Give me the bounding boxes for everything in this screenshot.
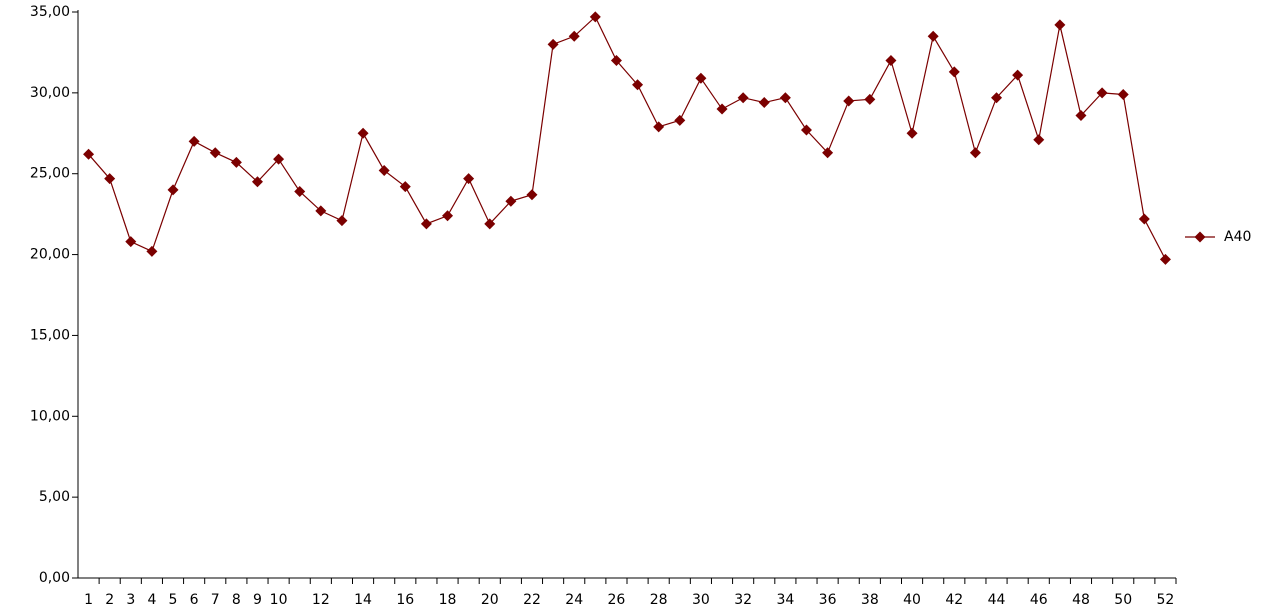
x-tick-label: 9 bbox=[253, 592, 262, 608]
point bbox=[843, 95, 855, 107]
x-tick-label: 52 bbox=[1157, 592, 1175, 608]
y-tick-label: 10,00 bbox=[30, 408, 70, 424]
point bbox=[378, 164, 390, 176]
x-tick-label: 12 bbox=[312, 592, 330, 608]
x-tick-label: 36 bbox=[819, 592, 837, 608]
x-tick-label: 14 bbox=[354, 592, 372, 608]
x-tick-label: 48 bbox=[1072, 592, 1090, 608]
point bbox=[336, 215, 348, 227]
x-tick-label: 44 bbox=[988, 592, 1006, 608]
x-tick-label: 2 bbox=[105, 592, 114, 608]
point bbox=[864, 93, 876, 105]
y-tick-label: 0,00 bbox=[39, 570, 70, 586]
y-tick-label: 35,00 bbox=[30, 4, 70, 20]
point bbox=[1033, 134, 1045, 146]
point bbox=[125, 236, 137, 248]
point bbox=[674, 114, 686, 126]
point bbox=[230, 156, 242, 168]
point bbox=[885, 55, 897, 67]
x-tick-label: 40 bbox=[903, 592, 921, 608]
point bbox=[1159, 253, 1171, 265]
point bbox=[737, 92, 749, 104]
x-tick-label: 28 bbox=[650, 592, 668, 608]
x-tick-label: 34 bbox=[776, 592, 794, 608]
point bbox=[547, 38, 559, 50]
point bbox=[484, 218, 496, 230]
point bbox=[991, 92, 1003, 104]
x-tick-label: 10 bbox=[270, 592, 288, 608]
point bbox=[251, 176, 263, 188]
point bbox=[294, 186, 306, 198]
point bbox=[315, 205, 327, 217]
x-tick-label: 42 bbox=[945, 592, 963, 608]
point bbox=[632, 79, 644, 91]
y-tick-label: 15,00 bbox=[30, 327, 70, 343]
point bbox=[716, 103, 728, 115]
x-tick-label: 8 bbox=[232, 592, 241, 608]
point bbox=[948, 66, 960, 78]
point bbox=[167, 184, 179, 196]
x-tick-label: 38 bbox=[861, 592, 879, 608]
point bbox=[589, 11, 601, 23]
x-tick-label: 46 bbox=[1030, 592, 1048, 608]
x-tick-label: 7 bbox=[211, 592, 220, 608]
legend-label: A40 bbox=[1224, 229, 1251, 245]
point bbox=[758, 97, 770, 109]
y-tick-label: 30,00 bbox=[30, 85, 70, 101]
x-tick-label: 26 bbox=[608, 592, 626, 608]
point bbox=[83, 148, 95, 160]
x-tick-label: 24 bbox=[565, 592, 583, 608]
x-tick-label: 30 bbox=[692, 592, 710, 608]
point bbox=[906, 127, 918, 139]
point bbox=[463, 173, 475, 185]
y-tick-label: 25,00 bbox=[30, 166, 70, 182]
point bbox=[357, 127, 369, 139]
point bbox=[695, 72, 707, 84]
x-tick-label: 20 bbox=[481, 592, 499, 608]
x-tick-label: 32 bbox=[734, 592, 752, 608]
point bbox=[442, 210, 454, 222]
point bbox=[568, 30, 580, 42]
legend-marker bbox=[1194, 231, 1206, 243]
point bbox=[526, 189, 538, 201]
x-tick-label: 22 bbox=[523, 592, 541, 608]
x-tick-label: 18 bbox=[439, 592, 457, 608]
x-tick-label: 16 bbox=[396, 592, 414, 608]
x-tick-label: 3 bbox=[126, 592, 135, 608]
point bbox=[800, 124, 812, 136]
point bbox=[104, 173, 116, 185]
point bbox=[399, 181, 411, 193]
point bbox=[209, 147, 221, 159]
point bbox=[273, 153, 285, 165]
point bbox=[1075, 109, 1087, 121]
point bbox=[927, 30, 939, 42]
point bbox=[188, 135, 200, 147]
point bbox=[779, 92, 791, 104]
point bbox=[1138, 213, 1150, 225]
y-tick-label: 5,00 bbox=[39, 489, 70, 505]
point bbox=[1012, 69, 1024, 81]
point bbox=[1054, 19, 1066, 31]
x-tick-label: 4 bbox=[147, 592, 156, 608]
point bbox=[822, 147, 834, 159]
x-tick-label: 50 bbox=[1114, 592, 1132, 608]
point bbox=[1117, 88, 1129, 100]
x-tick-label: 1 bbox=[84, 592, 93, 608]
point bbox=[505, 195, 517, 207]
point bbox=[146, 245, 158, 257]
point bbox=[610, 55, 622, 67]
y-tick-label: 20,00 bbox=[30, 247, 70, 263]
point bbox=[653, 121, 665, 133]
point bbox=[420, 218, 432, 230]
point bbox=[1096, 87, 1108, 99]
x-tick-label: 5 bbox=[169, 592, 178, 608]
x-tick-label: 6 bbox=[190, 592, 199, 608]
point bbox=[969, 147, 981, 159]
series-line bbox=[88, 15, 1166, 260]
